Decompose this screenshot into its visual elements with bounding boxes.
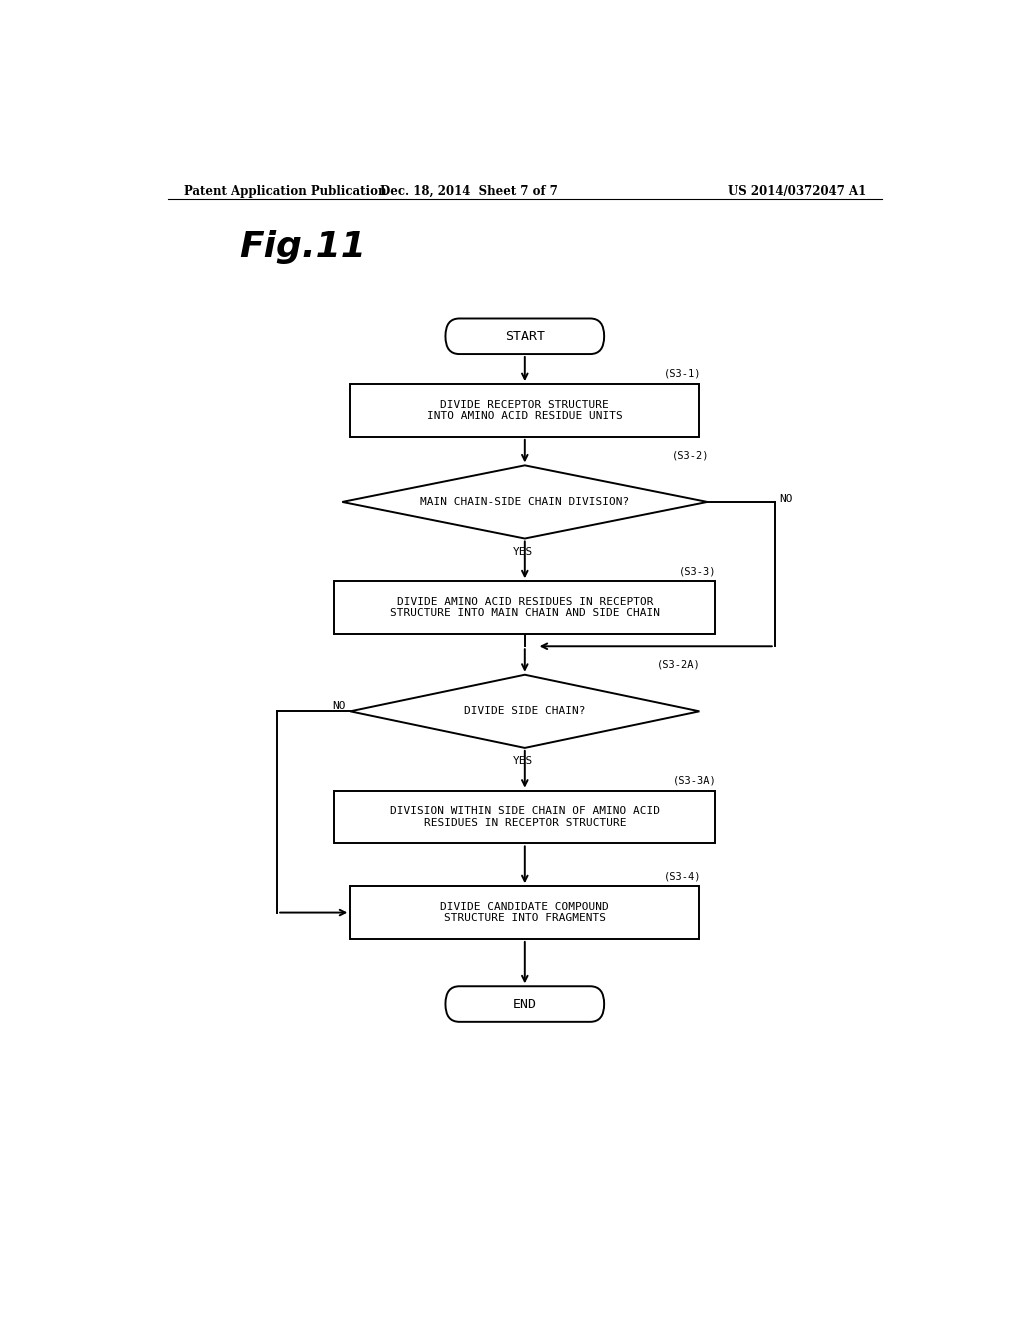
Text: (S3-3A): (S3-3A) bbox=[673, 776, 717, 785]
FancyBboxPatch shape bbox=[445, 318, 604, 354]
Text: Patent Application Publication: Patent Application Publication bbox=[183, 185, 386, 198]
Text: DIVIDE CANDIDATE COMPOUND
STRUCTURE INTO FRAGMENTS: DIVIDE CANDIDATE COMPOUND STRUCTURE INTO… bbox=[440, 902, 609, 924]
Text: US 2014/0372047 A1: US 2014/0372047 A1 bbox=[728, 185, 866, 198]
Text: DIVIDE RECEPTOR STRUCTURE
INTO AMINO ACID RESIDUE UNITS: DIVIDE RECEPTOR STRUCTURE INTO AMINO ACI… bbox=[427, 400, 623, 421]
Text: START: START bbox=[505, 330, 545, 343]
Text: YES: YES bbox=[512, 546, 532, 557]
Text: (S3-4): (S3-4) bbox=[664, 871, 701, 880]
Text: DIVISION WITHIN SIDE CHAIN OF AMINO ACID
RESIDUES IN RECEPTOR STRUCTURE: DIVISION WITHIN SIDE CHAIN OF AMINO ACID… bbox=[390, 807, 659, 828]
Text: END: END bbox=[513, 998, 537, 1011]
Bar bbox=[350, 886, 699, 939]
Text: MAIN CHAIN-SIDE CHAIN DIVISION?: MAIN CHAIN-SIDE CHAIN DIVISION? bbox=[420, 496, 630, 507]
Text: YES: YES bbox=[512, 756, 532, 766]
Text: DIVIDE SIDE CHAIN?: DIVIDE SIDE CHAIN? bbox=[464, 706, 586, 717]
Text: Fig.11: Fig.11 bbox=[240, 230, 366, 264]
Text: DIVIDE AMINO ACID RESIDUES IN RECEPTOR
STRUCTURE INTO MAIN CHAIN AND SIDE CHAIN: DIVIDE AMINO ACID RESIDUES IN RECEPTOR S… bbox=[390, 597, 659, 619]
Bar bbox=[334, 791, 715, 843]
Text: (S3-2A): (S3-2A) bbox=[657, 660, 701, 669]
Bar bbox=[334, 581, 715, 634]
Text: NO: NO bbox=[778, 494, 793, 504]
Text: (S3-3): (S3-3) bbox=[679, 566, 717, 576]
Polygon shape bbox=[342, 466, 708, 539]
Text: (S3-2): (S3-2) bbox=[672, 450, 709, 461]
Polygon shape bbox=[350, 675, 699, 748]
Bar bbox=[350, 384, 699, 437]
FancyBboxPatch shape bbox=[445, 986, 604, 1022]
Text: (S3-1): (S3-1) bbox=[664, 370, 701, 379]
Text: Dec. 18, 2014  Sheet 7 of 7: Dec. 18, 2014 Sheet 7 of 7 bbox=[380, 185, 558, 198]
Text: NO: NO bbox=[333, 701, 346, 711]
